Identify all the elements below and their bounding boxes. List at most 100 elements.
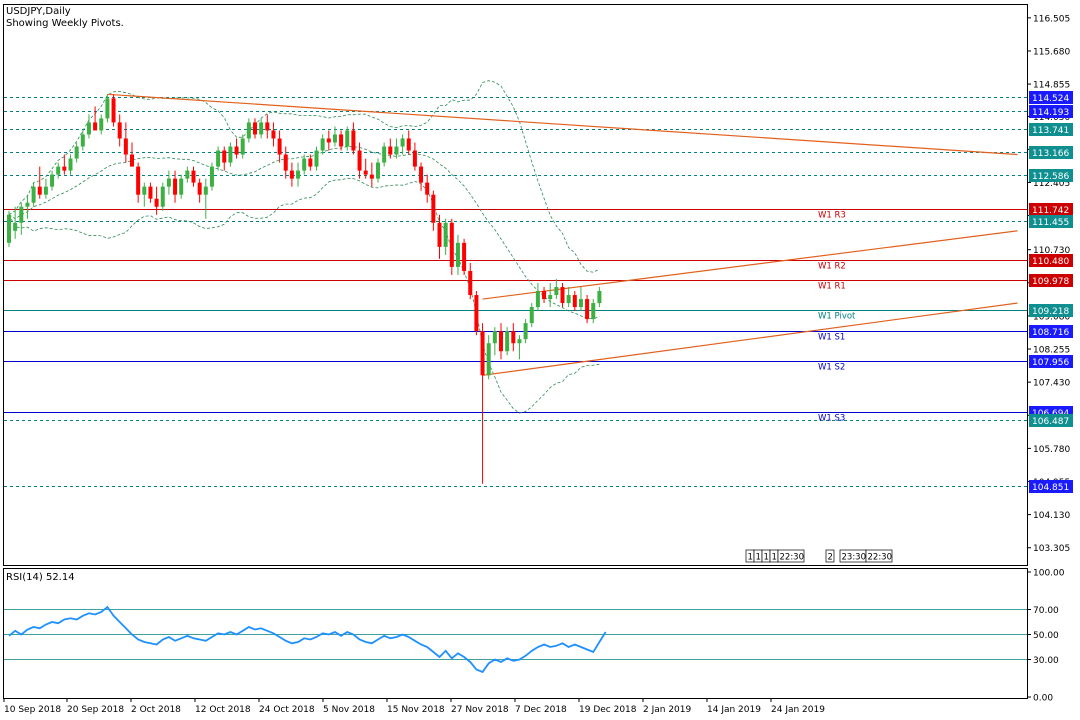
price-tag [1029, 480, 1073, 493]
candle-body [123, 138, 128, 155]
date-tick-label: 20 Sep 2018 [67, 705, 124, 715]
price-tick-label: 114.855 [1033, 81, 1070, 91]
candle-body [216, 150, 221, 167]
pivot-label: W1 R1 [818, 282, 846, 292]
bollinger-bands [8, 80, 600, 414]
price-tag [1029, 254, 1073, 267]
candle-body [289, 170, 294, 179]
candle-body [554, 287, 559, 296]
price-tag [1029, 414, 1073, 427]
candle-body [548, 295, 553, 300]
candle-body [209, 166, 214, 187]
time-marker-label: 1 [756, 553, 761, 563]
candle-body [246, 122, 251, 139]
candlesticks [7, 94, 602, 484]
price-tag-label: 106.487 [1032, 417, 1069, 427]
price-tag-label: 110.480 [1032, 257, 1069, 267]
candle-body [339, 134, 344, 147]
rsi-tick-label: 70.00 [1033, 606, 1059, 616]
price-tick-label: 103.305 [1033, 544, 1070, 554]
date-tick-label: 14 Jan 2019 [707, 705, 761, 715]
candle-body [62, 166, 67, 171]
candle-body [68, 158, 73, 171]
candle-body [25, 202, 30, 207]
candle-body [345, 130, 350, 147]
date-tick-label: 12 Oct 2018 [195, 705, 251, 715]
candle-body [351, 130, 356, 151]
price-tick-label: 107.430 [1033, 379, 1070, 389]
candle-body [308, 158, 313, 167]
pivot-label: W1 S1 [818, 333, 845, 343]
candle-body [511, 331, 516, 344]
price-tag-label: 112.586 [1032, 172, 1069, 182]
candle-body [566, 295, 571, 304]
candle-body [203, 186, 208, 195]
candle-body [314, 150, 319, 167]
candle-body [7, 214, 11, 243]
price-tag-label: 113.166 [1032, 149, 1069, 159]
price-tag [1029, 91, 1073, 104]
candle-body [50, 174, 55, 187]
price-tag [1029, 105, 1073, 118]
price-tag-label: 107.956 [1032, 358, 1069, 368]
candle-body [449, 222, 454, 267]
price-tag-label: 111.455 [1032, 218, 1069, 228]
time-marker-box [777, 549, 805, 563]
candle-body [296, 170, 301, 179]
rsi-title: RSI(14) 52.14 [6, 572, 75, 583]
candle-body [572, 295, 577, 308]
candle-body [302, 158, 307, 171]
candle-body [376, 162, 380, 179]
time-markers: 1 1 1 1 22:30 2 23:30 22:30 [745, 549, 893, 563]
candle-body [388, 146, 393, 155]
candle-body [480, 331, 485, 376]
time-marker-box [825, 549, 835, 563]
price-tag-label: 114.193 [1032, 108, 1069, 118]
candle-body [486, 343, 491, 376]
candle-body [74, 146, 79, 159]
price-tick-label: 116.505 [1033, 14, 1070, 24]
candle-body [357, 150, 362, 171]
candle-body [412, 150, 417, 167]
candle-body [179, 178, 184, 195]
candle-body [166, 178, 171, 187]
candle-body [517, 339, 522, 344]
pivot-label: W1 S2 [818, 363, 845, 373]
date-tick-label: 10 Sep 2018 [4, 705, 61, 715]
pivot-label: W1 S3 [818, 414, 845, 424]
rsi-indicator: 100.00 70.00 50.00 30.00 0.00 [4, 569, 1065, 704]
price-tag [1029, 203, 1073, 216]
candle-body [492, 331, 497, 344]
date-axis: 10 Sep 2018 20 Sep 2018 2 Oct 2018 12 Oct 2… [3, 698, 825, 715]
price-tag [1029, 304, 1073, 317]
candle-body [13, 222, 18, 231]
rsi-line [8, 605, 607, 674]
candle-body [462, 242, 467, 271]
candle-body [197, 182, 202, 195]
candle-body [130, 154, 134, 167]
date-tick-label: 15 Nov 2018 [387, 705, 445, 715]
candle-body [222, 150, 227, 163]
price-tag [1029, 355, 1073, 368]
time-marker-label: 22:30 [780, 553, 805, 563]
price-tag-label: 113.741 [1032, 126, 1069, 136]
candle-body [419, 166, 424, 183]
price-tag-label: 109.978 [1032, 277, 1069, 287]
price-tick-label: 108.255 [1033, 346, 1070, 356]
rsi-panel [3, 568, 1028, 699]
price-tag [1029, 123, 1073, 136]
price-tick-label: 104.130 [1033, 511, 1070, 521]
time-marker-box [865, 549, 893, 563]
rsi-tick-label: 0.00 [1033, 694, 1053, 704]
candle-body [234, 146, 239, 155]
candle-body [406, 138, 411, 151]
price-tag-label: 108.716 [1032, 328, 1069, 338]
price-tick-label: 110.730 [1033, 246, 1070, 256]
date-tick-label: 2 Oct 2018 [131, 705, 181, 715]
candle-body [283, 154, 288, 171]
time-marker-label: 1 [772, 553, 777, 563]
candle-body [271, 130, 276, 139]
candle-body [326, 138, 331, 143]
candle-body [185, 170, 190, 179]
price-tag [1029, 146, 1073, 159]
